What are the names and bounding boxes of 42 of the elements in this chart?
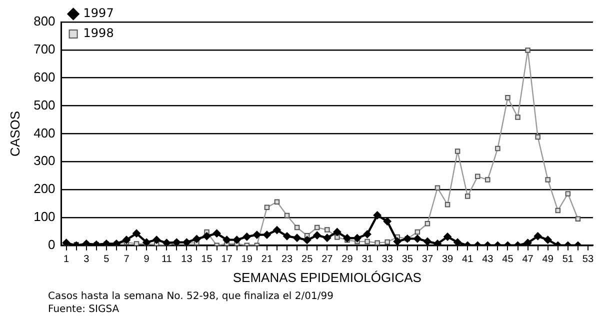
y-tick-label: 600: [34, 69, 56, 84]
x-tick-label: 47: [522, 254, 534, 266]
x-tick-label: 33: [382, 254, 394, 266]
x-tick-label: 43: [482, 254, 494, 266]
y-tick-label: 200: [34, 181, 56, 196]
x-tick-label: 5: [104, 254, 110, 266]
y-tick-label: 300: [34, 153, 56, 168]
x-tick-label: 19: [241, 254, 253, 266]
x-tick-label: 11: [161, 254, 172, 266]
y-tick-label: 100: [34, 209, 56, 224]
x-tick-label: 35: [402, 254, 414, 266]
y-tick-label: 0: [48, 236, 56, 252]
x-tick-label: 15: [201, 254, 213, 266]
x-tick-label: 3: [84, 254, 90, 266]
x-tick-label: 23: [281, 254, 294, 266]
x-tick-label: 49: [542, 254, 554, 266]
y-tick-label: 800: [34, 14, 56, 29]
x-tick-label: 25: [302, 254, 314, 266]
y-axis-title: CASOS: [7, 110, 22, 156]
x-tick-label: 27: [322, 254, 334, 266]
x-tick-label: 41: [462, 254, 474, 266]
text: Casos hasta la semana No. 52-98, que finaliza el 2/01/99: [48, 290, 334, 303]
x-tick-label: 29: [342, 254, 354, 266]
x-tick-label: 39: [442, 254, 454, 266]
x-tick-label: 7: [124, 254, 130, 266]
x-tick-label: 1: [64, 254, 70, 266]
y-tick-label: 700: [34, 42, 56, 57]
x-axis-title: SEMANAS EPIDEMIOLÓGICAS: [232, 270, 422, 285]
x-tick-label: 37: [422, 254, 434, 266]
legend-label: 1998: [83, 26, 114, 40]
x-tick-label: 21: [261, 254, 273, 266]
x-tick-label: 51: [562, 254, 574, 266]
legend-label: 1997: [83, 6, 114, 20]
x-tick-label: 13: [181, 254, 193, 266]
x-tick-label: 53: [582, 254, 594, 266]
x-tick-label: 9: [144, 254, 150, 266]
y-tick-label: 500: [34, 97, 56, 112]
y-tick-label: 400: [34, 125, 56, 140]
x-tick-label: 45: [502, 254, 514, 266]
x-tick-label: 17: [221, 254, 233, 266]
x-tick-label: 31: [362, 254, 374, 266]
source-note: Fuente: SIGSA: [48, 303, 120, 316]
